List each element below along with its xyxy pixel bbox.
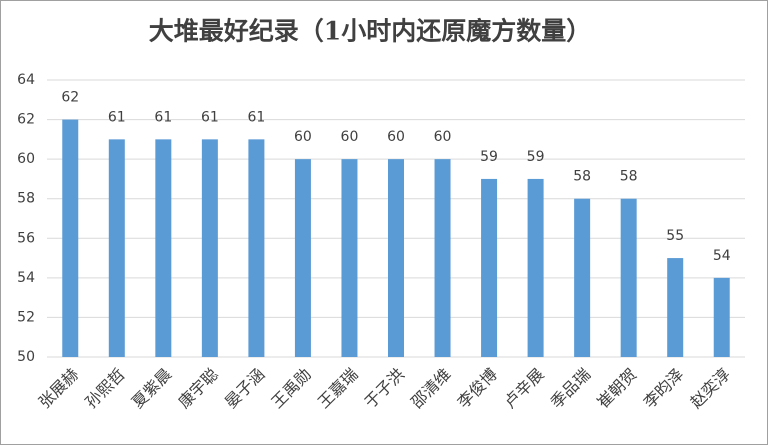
bar — [388, 159, 404, 357]
data-label: 61 — [201, 109, 219, 125]
data-label: 60 — [387, 129, 405, 145]
data-label: 60 — [434, 129, 452, 145]
data-label: 59 — [527, 149, 545, 165]
y-tick-label: 64 — [17, 72, 35, 88]
y-tick-label: 60 — [17, 151, 35, 167]
y-tick-label: 50 — [17, 349, 35, 365]
data-label: 58 — [620, 169, 638, 185]
data-label: 60 — [294, 129, 312, 145]
data-label: 59 — [480, 149, 498, 165]
bar — [527, 178, 544, 357]
data-label: 60 — [341, 129, 359, 145]
bar — [620, 198, 637, 357]
bar — [294, 159, 311, 357]
bar — [62, 119, 79, 357]
bar — [201, 139, 218, 357]
bar — [248, 139, 265, 357]
bar — [574, 198, 591, 357]
bar — [481, 178, 498, 357]
bar — [667, 258, 684, 357]
data-label: 61 — [154, 109, 172, 125]
chart-title: 大堆最好纪录（1小时内还原魔方数量） — [149, 17, 591, 46]
y-tick-label: 54 — [17, 270, 35, 286]
data-label: 55 — [666, 228, 684, 244]
data-label: 61 — [247, 109, 265, 125]
y-tick-label: 58 — [17, 191, 35, 207]
data-label: 62 — [61, 90, 79, 106]
y-tick-label: 62 — [17, 112, 35, 128]
data-label: 54 — [713, 248, 731, 264]
bar — [434, 159, 451, 357]
bar — [108, 139, 125, 357]
bar — [713, 277, 730, 357]
data-label: 58 — [573, 169, 591, 185]
y-tick-label: 56 — [17, 230, 35, 246]
data-label: 61 — [108, 109, 126, 125]
y-tick-label: 52 — [17, 309, 35, 325]
bar — [341, 159, 358, 357]
bar — [155, 139, 172, 357]
